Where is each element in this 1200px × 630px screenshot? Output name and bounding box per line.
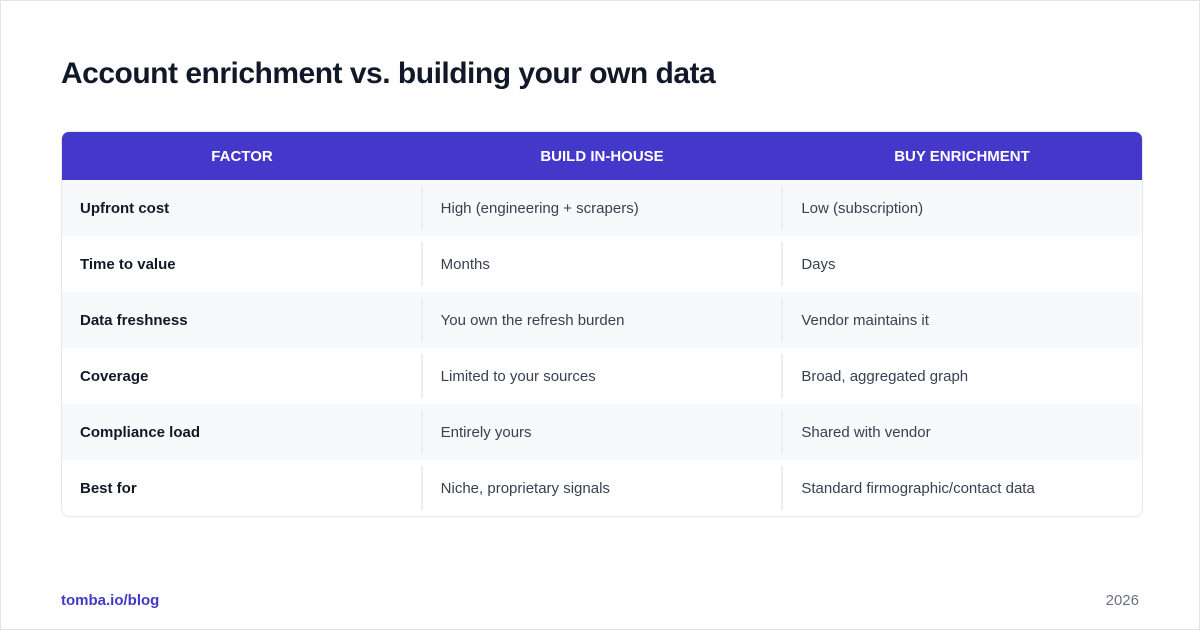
table-cell: Coverage — [80, 367, 149, 385]
table-row: Best for Niche, proprietary signals Standa… — [62, 460, 1142, 516]
table-cell: Niche, proprietary signals — [420, 466, 782, 510]
table-cell: You own the refresh burden — [420, 298, 782, 342]
table-body: Upfront cost High (engineering + scrapers… — [62, 180, 1142, 516]
table-row: Time to value Months Days — [62, 236, 1142, 292]
table-cell: Best for — [80, 479, 137, 497]
table-cell: Compliance load — [80, 423, 201, 441]
table-cell: High (engineering + scrapers) — [420, 186, 782, 230]
table-cell: Vendor maintains it — [781, 298, 1142, 342]
table-row: Compliance load Entirely yours Shared with… — [62, 404, 1142, 460]
table-cell: Data freshness — [80, 311, 188, 329]
table-cell: Months — [420, 242, 782, 286]
table-cell: Broad, aggregated graph — [781, 354, 1142, 398]
table-cell: Standard firmographic/contact data — [781, 466, 1142, 510]
table-cell: Entirely yours — [420, 410, 782, 454]
column-header: BUY ENRICHMENT — [894, 147, 1030, 165]
table-cell: Days — [781, 242, 1142, 286]
footer-year: 2026 — [1105, 592, 1139, 609]
table-row: Data freshness You own the refresh burden… — [62, 292, 1142, 348]
title: Account enrichment vs. building your own… — [61, 57, 716, 90]
table-row: Coverage Limited to your sources Broad, ag… — [62, 348, 1142, 404]
table-header: FACTOR BUILD IN-HOUSE BUY ENRICHMENT — [62, 132, 1142, 180]
column-header: BUILD IN-HOUSE — [540, 147, 664, 165]
footer-link[interactable]: tomba.io/blog — [61, 592, 160, 609]
table-row: Upfront cost High (engineering + scrapers… — [62, 180, 1142, 236]
comparison-table: FACTOR BUILD IN-HOUSE BUY ENRICHMENT Upfro… — [61, 131, 1143, 517]
column-header: FACTOR — [211, 147, 273, 165]
table-cell: Time to value — [80, 255, 176, 273]
table-cell: Shared with vendor — [781, 410, 1142, 454]
table-cell: Limited to your sources — [420, 354, 782, 398]
table-cell: Low (subscription) — [781, 186, 1142, 230]
table-cell: Upfront cost — [80, 199, 170, 217]
